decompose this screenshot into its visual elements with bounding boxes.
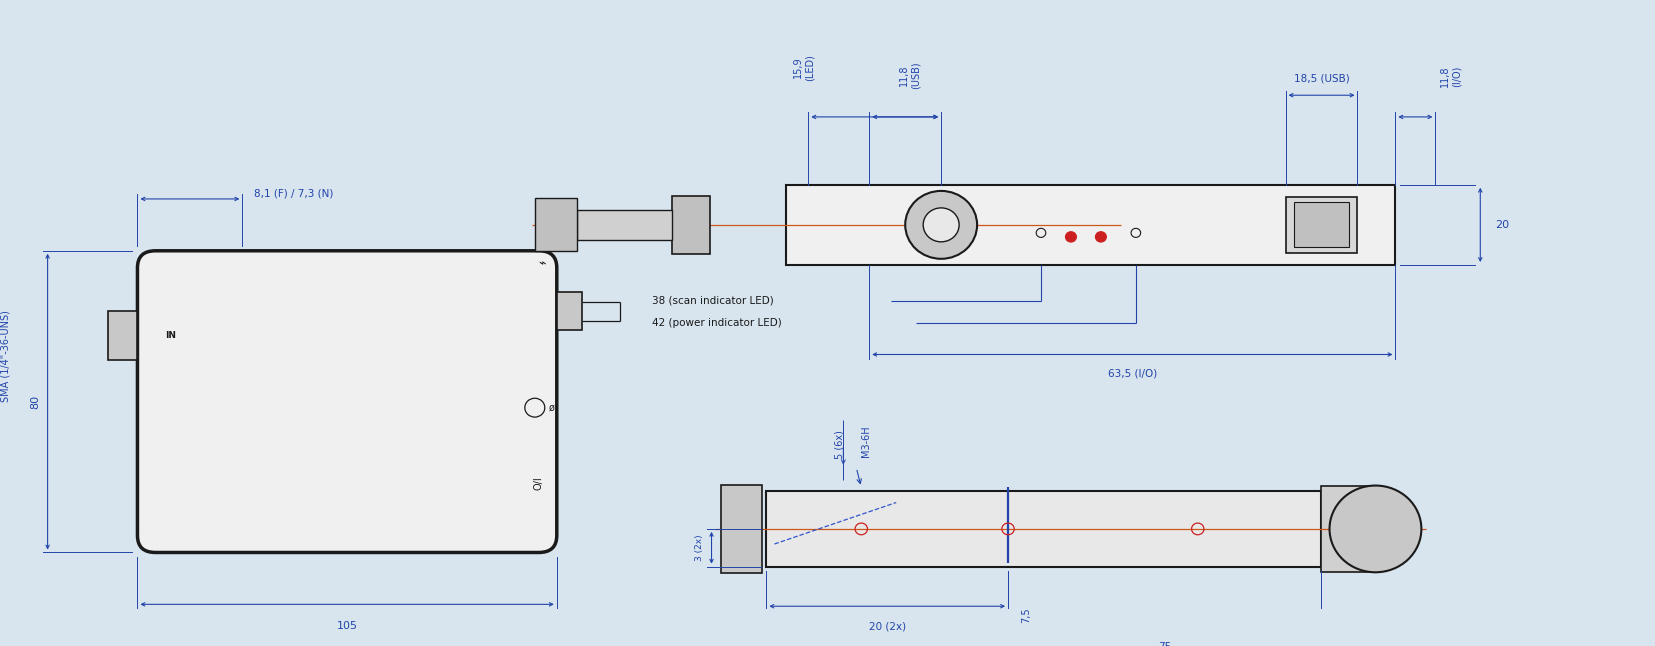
Text: 15,9
(LED): 15,9 (LED) <box>793 54 814 81</box>
Text: 18,5 (USB): 18,5 (USB) <box>1293 74 1349 84</box>
Text: 8,1 (F) / 7,3 (N): 8,1 (F) / 7,3 (N) <box>255 188 333 198</box>
Bar <box>786 185 1395 265</box>
Text: 80: 80 <box>30 395 41 409</box>
Text: 20: 20 <box>1494 220 1508 230</box>
Text: 11,8
(I/O): 11,8 (I/O) <box>1440 65 1461 87</box>
Circle shape <box>1329 486 1420 572</box>
Bar <box>766 491 1319 567</box>
FancyBboxPatch shape <box>137 251 556 552</box>
Text: 42 (power indicator LED): 42 (power indicator LED) <box>650 318 781 328</box>
Text: 7,5: 7,5 <box>1021 608 1031 623</box>
Circle shape <box>905 191 976 259</box>
Circle shape <box>922 208 958 242</box>
Text: M3-6H: M3-6H <box>861 425 871 457</box>
Text: 75: 75 <box>1157 642 1170 646</box>
Text: 63,5 (I/O): 63,5 (I/O) <box>1107 369 1157 379</box>
Text: IN: IN <box>166 331 177 340</box>
Bar <box>556 292 581 330</box>
Circle shape <box>1064 232 1076 242</box>
Text: SMA (1/4"-36-UNS): SMA (1/4"-36-UNS) <box>0 311 10 402</box>
Text: 11,8
(USB): 11,8 (USB) <box>899 61 920 89</box>
Bar <box>108 311 137 360</box>
Bar <box>1319 486 1375 572</box>
Text: 105: 105 <box>336 621 357 631</box>
Bar <box>535 198 576 251</box>
Bar <box>720 484 761 573</box>
Text: ø: ø <box>548 402 554 413</box>
Text: 20 (2x): 20 (2x) <box>869 621 905 631</box>
Bar <box>1284 197 1357 253</box>
Text: ⌁: ⌁ <box>538 258 544 271</box>
Circle shape <box>1094 232 1106 242</box>
Text: 38 (scan indicator LED): 38 (scan indicator LED) <box>650 296 773 306</box>
Bar <box>1293 202 1349 247</box>
Bar <box>672 196 708 254</box>
Text: O/I: O/I <box>533 476 543 490</box>
Text: 5 (6x): 5 (6x) <box>834 430 844 459</box>
Circle shape <box>525 398 544 417</box>
Text: 3 (2x): 3 (2x) <box>695 534 703 561</box>
Bar <box>576 210 672 240</box>
